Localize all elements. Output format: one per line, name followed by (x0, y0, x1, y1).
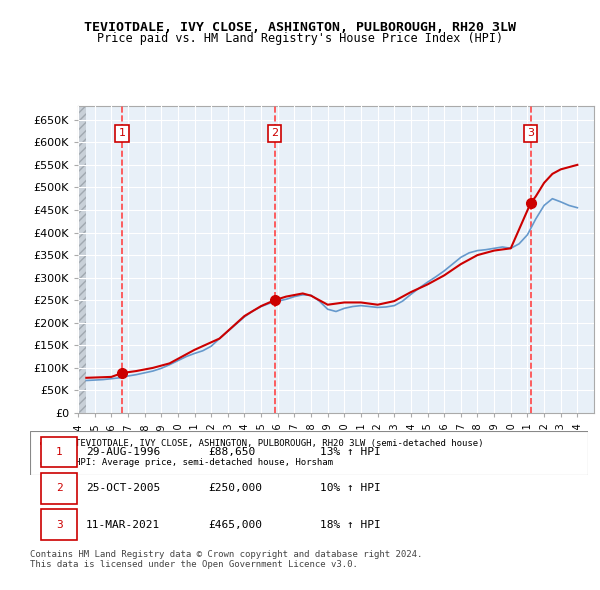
Text: 1: 1 (56, 447, 62, 457)
Text: 3: 3 (56, 520, 62, 530)
Text: 29-AUG-1996: 29-AUG-1996 (86, 447, 160, 457)
Text: 18% ↑ HPI: 18% ↑ HPI (320, 520, 381, 530)
Text: 13% ↑ HPI: 13% ↑ HPI (320, 447, 381, 457)
Text: TEVIOTDALE, IVY CLOSE, ASHINGTON, PULBOROUGH, RH20 3LW (semi-detached house): TEVIOTDALE, IVY CLOSE, ASHINGTON, PULBOR… (74, 438, 483, 448)
Text: 10% ↑ HPI: 10% ↑ HPI (320, 483, 381, 493)
Text: 2: 2 (56, 483, 62, 493)
FancyBboxPatch shape (41, 473, 77, 503)
Text: Contains HM Land Registry data © Crown copyright and database right 2024.
This d: Contains HM Land Registry data © Crown c… (30, 550, 422, 569)
Bar (78, 106, 86, 413)
Text: 25-OCT-2005: 25-OCT-2005 (86, 483, 160, 493)
Text: TEVIOTDALE, IVY CLOSE, ASHINGTON, PULBOROUGH, RH20 3LW: TEVIOTDALE, IVY CLOSE, ASHINGTON, PULBOR… (84, 21, 516, 34)
Text: 2: 2 (271, 128, 278, 138)
Text: £88,650: £88,650 (209, 447, 256, 457)
Text: HPI: Average price, semi-detached house, Horsham: HPI: Average price, semi-detached house,… (74, 458, 332, 467)
Text: 11-MAR-2021: 11-MAR-2021 (86, 520, 160, 530)
Text: 1: 1 (119, 128, 126, 138)
Text: Price paid vs. HM Land Registry's House Price Index (HPI): Price paid vs. HM Land Registry's House … (97, 32, 503, 45)
Text: £250,000: £250,000 (209, 483, 263, 493)
FancyBboxPatch shape (30, 431, 588, 475)
FancyBboxPatch shape (41, 509, 77, 540)
Text: £465,000: £465,000 (209, 520, 263, 530)
Text: 3: 3 (527, 128, 534, 138)
FancyBboxPatch shape (41, 437, 77, 467)
